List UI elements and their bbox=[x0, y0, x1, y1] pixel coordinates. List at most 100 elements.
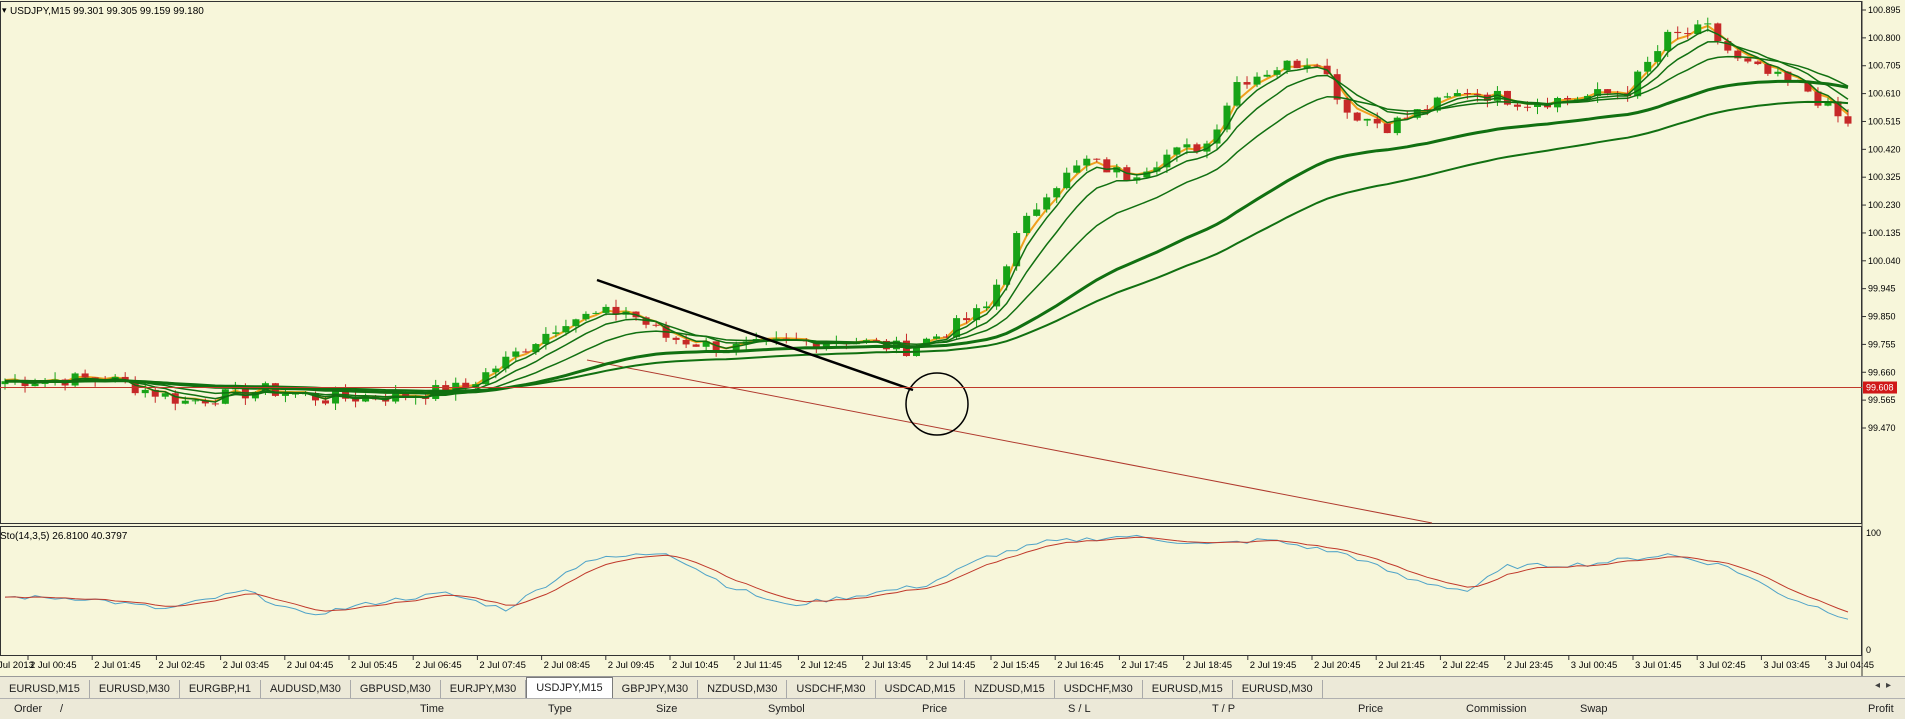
candle-bear bbox=[672, 337, 680, 340]
candle-bull bbox=[1203, 143, 1211, 152]
tab-usdchf-m30[interactable]: USDCHF,M30 bbox=[787, 680, 876, 698]
candle-bear bbox=[1844, 116, 1852, 124]
indicator-pane-frame bbox=[0, 526, 1862, 656]
tab-eurusd-m15[interactable]: EURUSD,M15 bbox=[1143, 680, 1233, 698]
indicator-axis-top: 100 bbox=[1866, 528, 1881, 538]
terminal-column-header[interactable]: Type bbox=[548, 703, 572, 715]
candle-bear bbox=[1784, 71, 1792, 81]
time-axis-label: 2 Jul 06:45 bbox=[415, 660, 461, 671]
tab-usdchf-m30[interactable]: USDCHF,M30 bbox=[1055, 680, 1143, 698]
time-axis-label: 2 Jul 05:45 bbox=[351, 660, 397, 671]
candle-bear bbox=[1814, 91, 1822, 106]
candle-bear bbox=[522, 351, 530, 353]
candle-bull bbox=[1533, 104, 1541, 108]
candle-bear bbox=[963, 318, 971, 321]
candle-bear bbox=[1754, 61, 1762, 65]
candle-bear bbox=[943, 336, 951, 338]
price-axis-label: 100.610 bbox=[1868, 89, 1901, 99]
candle-bull bbox=[1013, 233, 1021, 267]
terminal-column-header[interactable]: S / L bbox=[1068, 703, 1091, 715]
candle-bull bbox=[482, 372, 490, 385]
candle-bull bbox=[822, 343, 830, 349]
candle-bear bbox=[812, 341, 820, 349]
tab-eurusd-m30[interactable]: EURUSD,M30 bbox=[90, 680, 180, 698]
time-axis-label: 2 Jul 17:45 bbox=[1121, 660, 1167, 671]
candle-bull bbox=[1694, 24, 1702, 35]
time-axis-label: 2 Jul 07:45 bbox=[479, 660, 525, 671]
candle-bull bbox=[1283, 60, 1291, 71]
time-axis-label: 3 Jul 04:45 bbox=[1828, 660, 1874, 671]
moving-average-line bbox=[4, 79, 1849, 395]
price-axis-label: 100.515 bbox=[1868, 116, 1901, 126]
price-axis-label: 100.895 bbox=[1868, 5, 1901, 15]
candle-bull bbox=[933, 336, 941, 339]
terminal-column-header[interactable]: T / P bbox=[1212, 703, 1236, 715]
candle-bull bbox=[1173, 147, 1181, 155]
tab-eurusd-m30[interactable]: EURUSD,M30 bbox=[1233, 680, 1323, 698]
tab-eurjpy-m30[interactable]: EURJPY,M30 bbox=[441, 680, 527, 698]
terminal-column-header[interactable]: Size bbox=[656, 703, 678, 715]
candle-bull bbox=[1263, 74, 1271, 77]
candle-bull bbox=[1594, 89, 1602, 96]
moving-average-line bbox=[4, 55, 1849, 398]
current-price-tag-bg bbox=[1863, 381, 1897, 394]
chart-window[interactable]: 100.895 100.800 100.705 100.610 100.515 100.4… bbox=[0, 0, 1905, 676]
candle-bull bbox=[1133, 177, 1141, 181]
terminal-column-header[interactable]: Price bbox=[922, 703, 948, 715]
candle-bull bbox=[1654, 51, 1662, 62]
chart-dropdown-icon[interactable]: ▾ bbox=[2, 5, 7, 15]
candle-bull bbox=[572, 319, 580, 327]
candle-bear bbox=[1804, 81, 1812, 92]
tab-usdcad-m15[interactable]: USDCAD,M15 bbox=[876, 680, 966, 698]
time-axis-label: 3 Jul 02:45 bbox=[1699, 660, 1745, 671]
tab-eurgbp-h1[interactable]: EURGBP,H1 bbox=[180, 680, 261, 698]
candle-bear bbox=[442, 385, 450, 394]
candle-bull bbox=[1303, 65, 1311, 69]
candle-bear bbox=[171, 393, 179, 404]
price-chart[interactable]: 100.895 100.800 100.705 100.610 100.515 100.4… bbox=[0, 0, 1905, 676]
candle-bear bbox=[462, 382, 470, 388]
terminal-column-header[interactable]: Price bbox=[1358, 703, 1384, 715]
time-axis-label: 2 Jul 00:45 bbox=[30, 660, 76, 671]
price-axis-label: 100.420 bbox=[1868, 144, 1901, 154]
candle-bull bbox=[332, 391, 340, 404]
tab-gbpjpy-m30[interactable]: GBPJPY,M30 bbox=[613, 680, 699, 698]
candle-bear bbox=[1744, 58, 1752, 62]
candle-bear bbox=[1564, 97, 1572, 100]
terminal-column-header[interactable]: Time bbox=[420, 703, 445, 715]
tab-audusd-m30[interactable]: AUDUSD,M30 bbox=[261, 680, 351, 698]
candle-bear bbox=[1343, 99, 1351, 113]
candle-bull bbox=[702, 341, 710, 347]
candle-bull bbox=[1233, 82, 1241, 106]
candle-bull bbox=[532, 344, 540, 353]
tab-eurusd-m15[interactable]: EURUSD,M15 bbox=[0, 680, 90, 698]
terminal-column-header[interactable]: Order bbox=[14, 703, 43, 715]
terminal-column-header[interactable]: Profit bbox=[1868, 703, 1894, 715]
time-axis-label: 2 Jul 18:45 bbox=[1186, 660, 1232, 671]
tab-scroll-arrows[interactable]: ◂▸ bbox=[1874, 680, 1897, 691]
tab-gbpusd-m30[interactable]: GBPUSD,M30 bbox=[351, 680, 441, 698]
time-axis-label: 2 Jul 20:45 bbox=[1314, 660, 1360, 671]
terminal-column-header[interactable]: Swap bbox=[1580, 703, 1608, 715]
price-axis-label: 99.755 bbox=[1868, 339, 1896, 349]
terminal-column-header[interactable]: / bbox=[60, 703, 64, 715]
candle-bull bbox=[562, 326, 570, 333]
tab-usdjpy-m15[interactable]: USDJPY,M15 bbox=[526, 677, 613, 698]
candle-bear bbox=[1503, 90, 1511, 105]
candle-bear bbox=[1103, 159, 1111, 173]
candle-bull bbox=[542, 333, 550, 345]
candle-bull bbox=[181, 400, 189, 404]
candle-bear bbox=[1423, 109, 1431, 111]
time-axis-label: 2 Jul 01:45 bbox=[94, 660, 140, 671]
candle-bull bbox=[452, 382, 460, 394]
terminal-column-header[interactable]: Commission bbox=[1466, 703, 1527, 715]
price-axis-label: 99.660 bbox=[1868, 367, 1896, 377]
candle-bull bbox=[161, 393, 169, 397]
candle-bear bbox=[652, 324, 660, 326]
time-axis-label: 2 Jul 21:45 bbox=[1378, 660, 1424, 671]
tab-nzdusd-m15[interactable]: NZDUSD,M15 bbox=[965, 680, 1055, 698]
tab-nzdusd-m30[interactable]: NZDUSD,M30 bbox=[698, 680, 788, 698]
terminal-column-header[interactable]: Symbol bbox=[768, 703, 805, 715]
time-axis-label: 2 Jul 22:45 bbox=[1442, 660, 1488, 671]
time-axis-label: 3 Jul 01:45 bbox=[1635, 660, 1681, 671]
